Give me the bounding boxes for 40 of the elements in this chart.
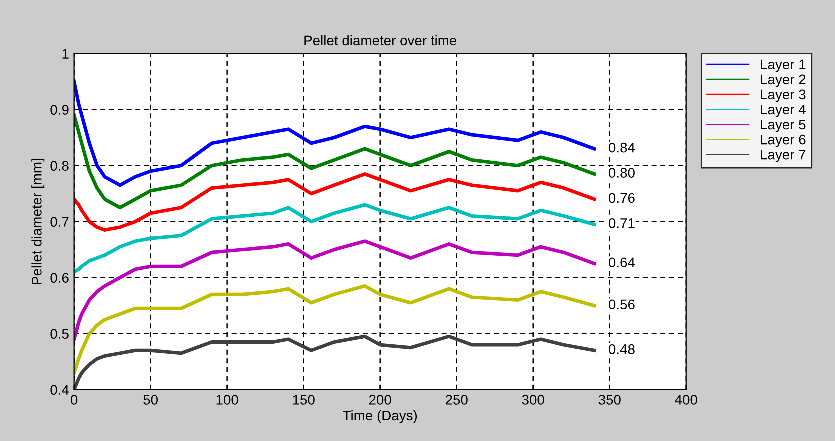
x-tick-label: 250	[446, 395, 468, 405]
line-series	[74, 114, 596, 210]
legend-label: Layer 6	[761, 134, 806, 148]
line-series	[74, 240, 596, 342]
annotation: 0.76	[608, 193, 635, 204]
line-series	[74, 172, 596, 232]
annotation: 0.56	[608, 300, 635, 310]
annotation: 0.84	[608, 142, 636, 153]
legend-label: Layer 7	[761, 150, 806, 162]
line-series	[74, 203, 596, 274]
chart-title: Pellet diameter over time	[304, 35, 457, 46]
y-tick-label: 0.7	[50, 217, 69, 227]
y-tick-label: 0.9	[50, 105, 69, 115]
x-tick-label: 400	[675, 395, 698, 405]
annotation: 0.64	[608, 258, 636, 268]
y-tick-label: 0.6	[50, 273, 69, 283]
line-series	[74, 284, 596, 375]
legend-label: Layer 5	[761, 120, 806, 132]
x-tick-label: 0	[70, 395, 78, 405]
x-tick-label: 300	[522, 395, 544, 405]
x-tick-label: 150	[293, 395, 315, 405]
y-tick-label: 1	[62, 49, 69, 59]
annotation: 0.71	[608, 218, 635, 228]
x-tick-label: 200	[369, 395, 392, 405]
legend-label: Layer 4	[761, 104, 806, 118]
x-axis-title: Time (Days)	[343, 410, 418, 424]
annotation: 0.48	[608, 344, 635, 354]
x-tick-label: 100	[216, 395, 238, 405]
legend-label: Layer 2	[761, 74, 806, 88]
x-tick-label: 50	[144, 395, 158, 405]
y-tick-label: 0.8	[50, 161, 69, 171]
line-series	[74, 334, 596, 390]
y-tick-label: 0.4	[50, 385, 70, 396]
line-series	[74, 80, 596, 188]
legend-label: Layer 1	[761, 60, 806, 72]
legend-label: Layer 3	[761, 90, 806, 102]
x-tick-label: 350	[598, 395, 621, 405]
y-axis-title: Pellet diameter [mm]	[32, 159, 45, 284]
y-tick-label: 0.5	[50, 329, 69, 340]
annotation: 0.80	[608, 168, 635, 178]
